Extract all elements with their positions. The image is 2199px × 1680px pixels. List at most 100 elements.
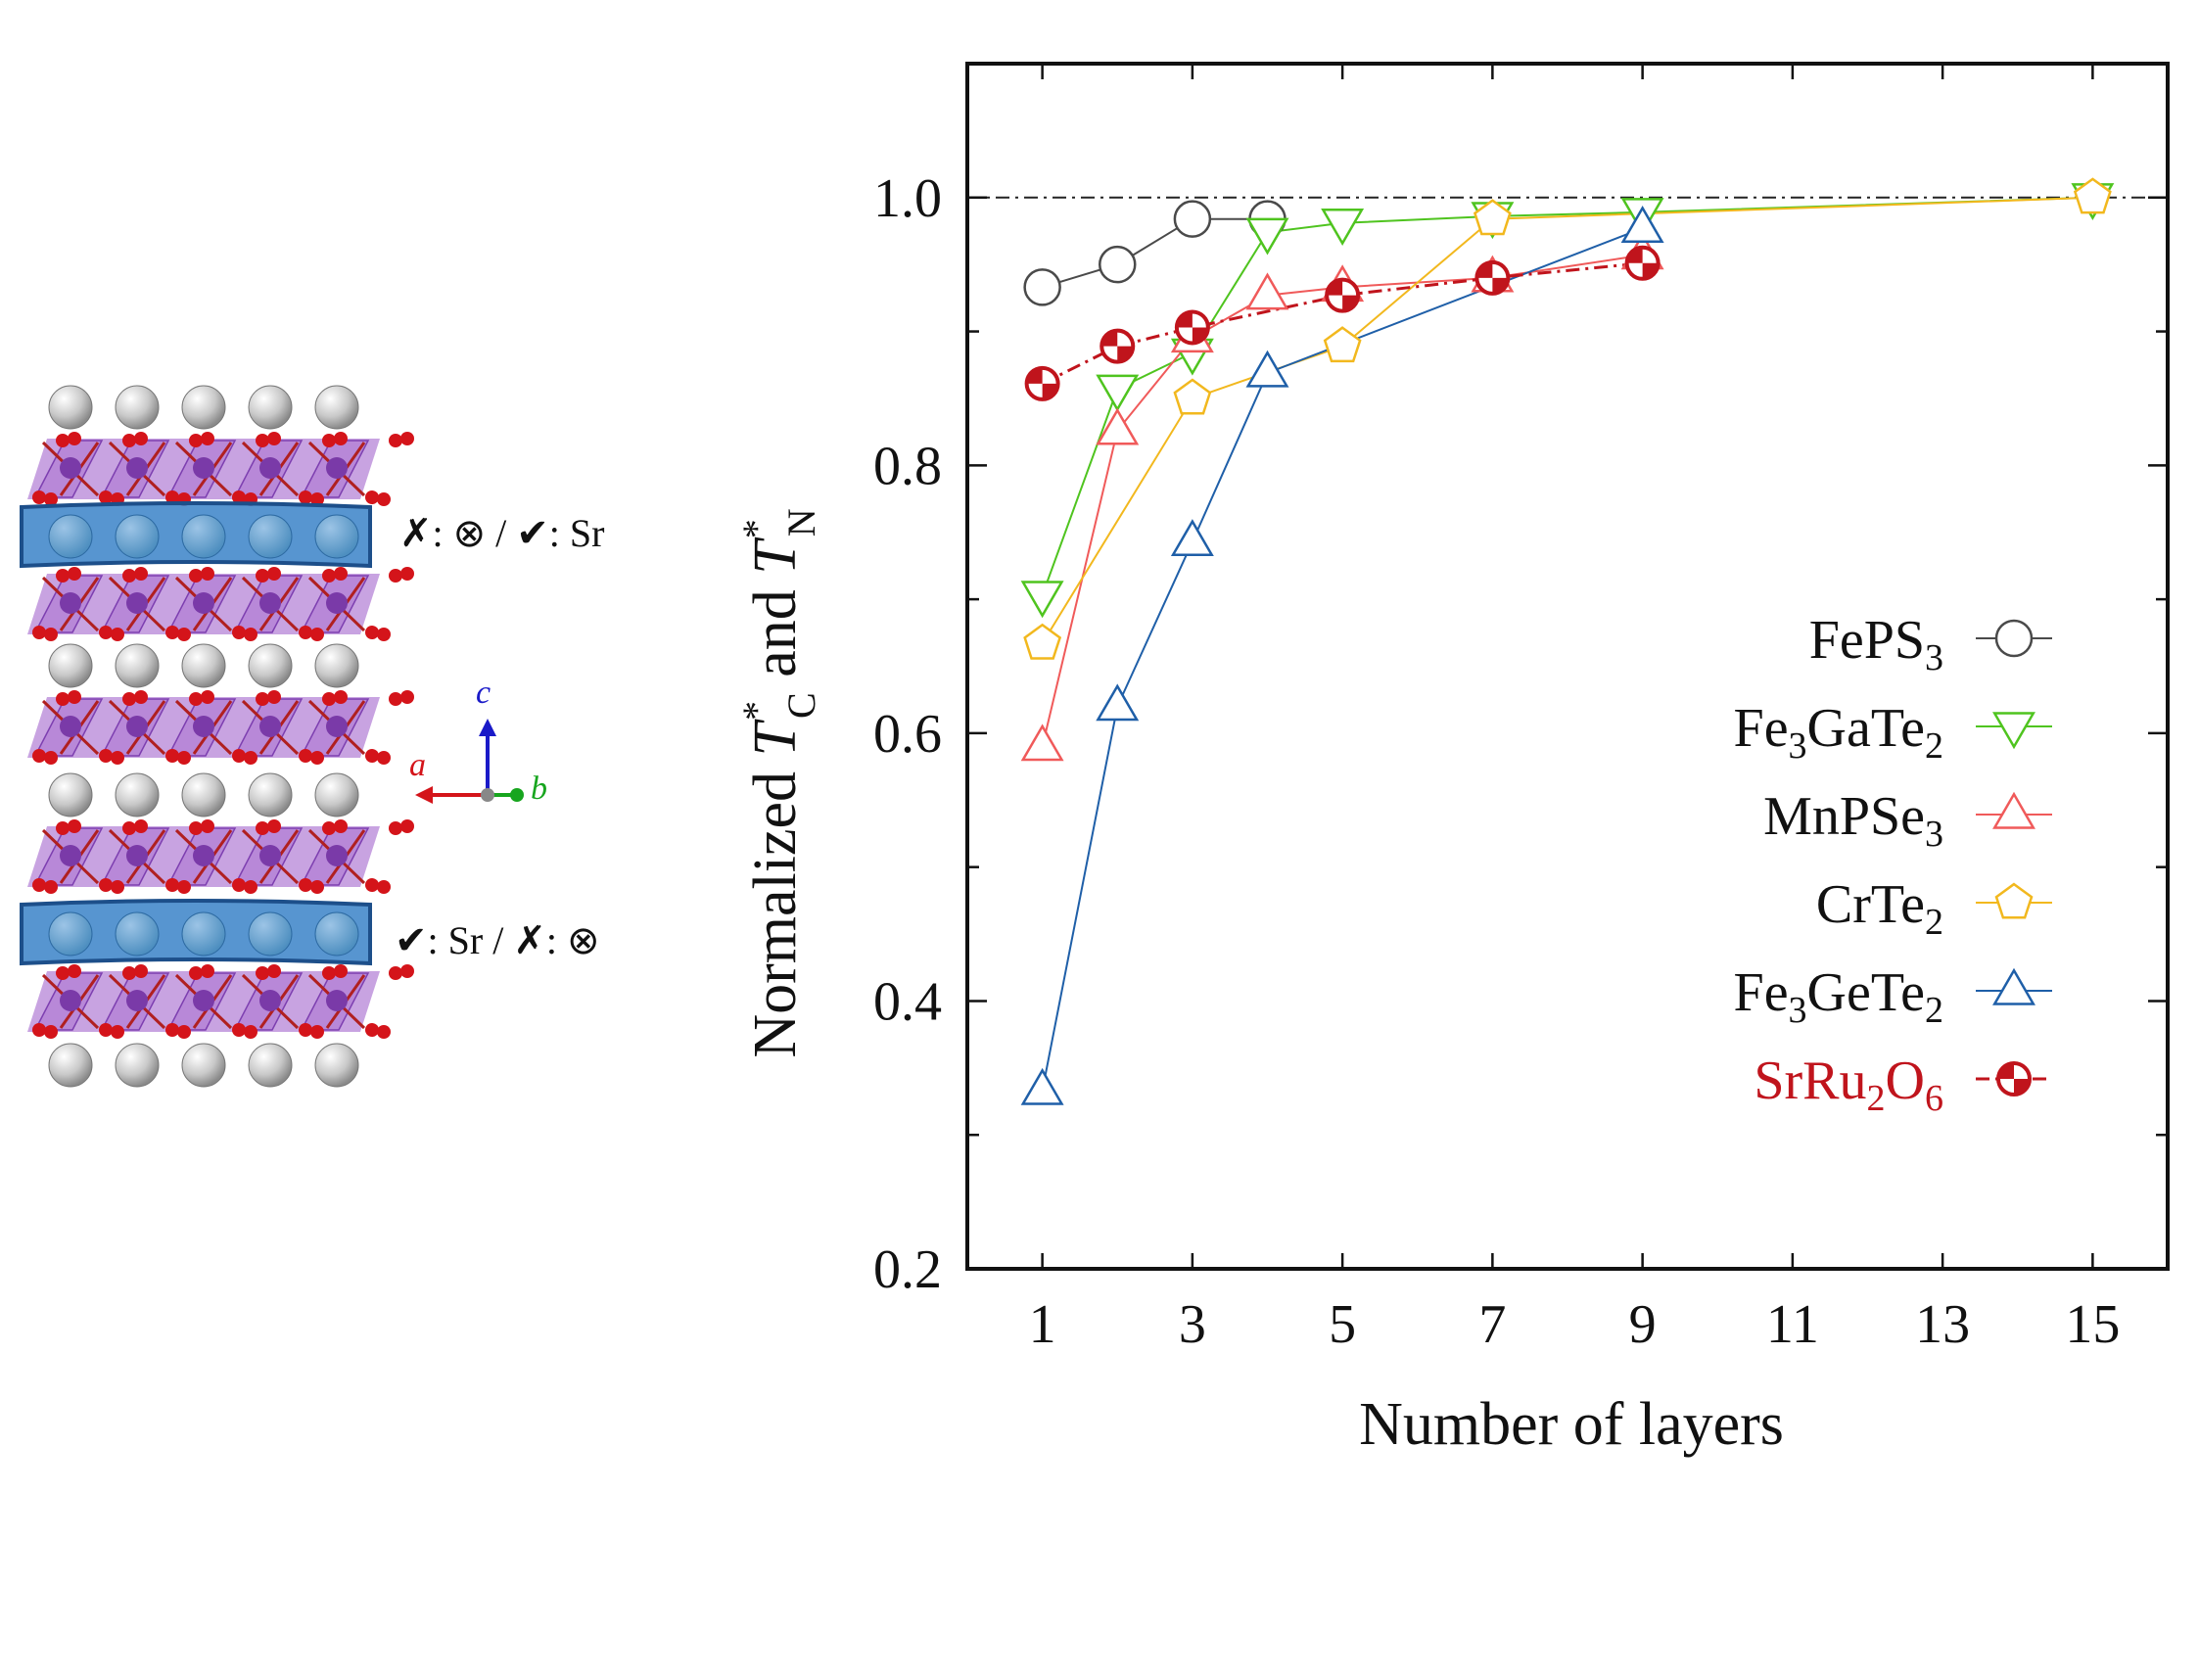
o-atom — [68, 567, 81, 581]
o-atom — [389, 692, 402, 706]
chart: 1 3 5 7 9 11 13 15 0.20.40.60.81.0 Number of la… — [734, 62, 2170, 1458]
o-atom — [256, 692, 269, 706]
o-atom — [322, 966, 336, 980]
ru-atom — [259, 716, 281, 737]
o-atom — [201, 819, 214, 833]
o-atom — [99, 749, 113, 763]
o-atom — [232, 490, 246, 504]
o-atom — [68, 819, 81, 833]
sr-atom — [314, 1043, 359, 1088]
annotation-top: ✗: ⊗ / ✔: Sr — [399, 511, 605, 556]
o-atom — [267, 690, 281, 704]
o-atom — [44, 1025, 58, 1039]
sr-atom — [314, 643, 359, 688]
series-points-fe3gete2 — [1020, 206, 1664, 1105]
o-atom — [310, 1025, 324, 1039]
plot-area — [965, 62, 2170, 1271]
sr-atom — [314, 385, 359, 430]
sr-atom-highlighted — [48, 514, 93, 559]
o-atom — [32, 1023, 46, 1037]
legend-marker — [1992, 791, 2035, 829]
x-tick-label: 7 — [1478, 1294, 1506, 1355]
o-atom — [201, 964, 214, 978]
o-atom — [99, 626, 113, 639]
sr-atom — [115, 1043, 160, 1088]
o-atom — [389, 569, 402, 583]
data-point — [2073, 177, 2112, 214]
o-atom — [232, 749, 246, 763]
series-line — [1042, 217, 1268, 289]
sr-layer-highlight — [20, 501, 372, 569]
o-atom — [44, 751, 58, 765]
y-tick-label: 1.0 — [873, 168, 942, 229]
o-atom — [201, 567, 214, 581]
legend-label: Fe3GaTe2 — [1734, 698, 1943, 767]
o-atom — [377, 628, 391, 641]
legend: FePS3 Fe3GaTe2 MnPSe3 CrTe2 Fe3GeTe2 SrRu2O6 — [1734, 610, 2052, 1119]
o-atom — [267, 567, 281, 581]
o-atom — [165, 1023, 179, 1037]
data-point — [1099, 245, 1137, 284]
o-atom — [122, 821, 136, 835]
ru-atom — [126, 592, 148, 614]
o-atom — [377, 880, 391, 894]
o-atom — [56, 966, 70, 980]
o-atom — [232, 626, 246, 639]
sr-atom — [248, 643, 293, 688]
ru-atom — [259, 457, 281, 479]
o-atom — [32, 749, 46, 763]
ru-atom — [193, 716, 214, 737]
data-point — [1325, 277, 1361, 313]
y-axis-label: Normalized T*C and T*N — [734, 508, 823, 1057]
ru-atom — [193, 845, 214, 866]
o-atom — [165, 749, 179, 763]
o-atom — [134, 432, 148, 445]
o-atom — [400, 819, 414, 833]
o-atom — [165, 626, 179, 639]
ru-atom — [326, 845, 348, 866]
annotation-bottom: ✔: Sr / ✗: ⊗ — [395, 918, 600, 963]
x-tick-label: 1 — [1029, 1294, 1056, 1355]
y-axis-ticks: 0.2 0.4 0.6 0.8 1.0 — [873, 168, 2168, 1300]
data-point — [1020, 581, 1064, 619]
legend-marker — [1994, 882, 2034, 919]
axis-label-b: b — [531, 770, 547, 807]
legend-label: Fe3GeTe2 — [1734, 962, 1943, 1031]
o-atom — [32, 878, 46, 892]
o-atom — [267, 432, 281, 445]
o-atom — [256, 434, 269, 447]
data-point — [1620, 206, 1664, 243]
o-atom — [400, 567, 414, 581]
sr-atom — [48, 772, 93, 817]
data-point — [1096, 374, 1140, 412]
ruo6-octahedra-row — [27, 690, 414, 765]
o-atom — [299, 749, 312, 763]
o-atom — [134, 964, 148, 978]
sr-atom-highlighted — [181, 514, 226, 559]
o-atom — [56, 692, 70, 706]
o-atom — [232, 878, 246, 892]
series-points-mnpse3 — [1020, 232, 1664, 762]
o-atom — [111, 751, 124, 765]
o-atom — [389, 434, 402, 447]
axes-triad — [415, 719, 524, 804]
sr-atom-highlighted — [181, 911, 226, 957]
o-atom — [189, 821, 203, 835]
o-atom — [310, 492, 324, 506]
o-atom — [165, 490, 179, 504]
o-atom — [99, 878, 113, 892]
o-atom — [177, 751, 191, 765]
data-point — [1473, 199, 1512, 236]
x-tick-label: 13 — [1915, 1294, 1970, 1355]
ru-atom — [126, 990, 148, 1011]
ruo6-octahedra-row — [27, 964, 414, 1039]
sr-atom — [181, 643, 226, 688]
o-atom — [111, 1025, 124, 1039]
o-atom — [111, 880, 124, 894]
sr-atom — [115, 772, 160, 817]
sr-atom — [115, 643, 160, 688]
legend-item: Fe3GeTe2 — [1734, 962, 2052, 1031]
series-layer — [1020, 177, 2115, 1105]
ruo6-octahedra-row — [27, 567, 414, 641]
data-point — [1096, 407, 1140, 445]
